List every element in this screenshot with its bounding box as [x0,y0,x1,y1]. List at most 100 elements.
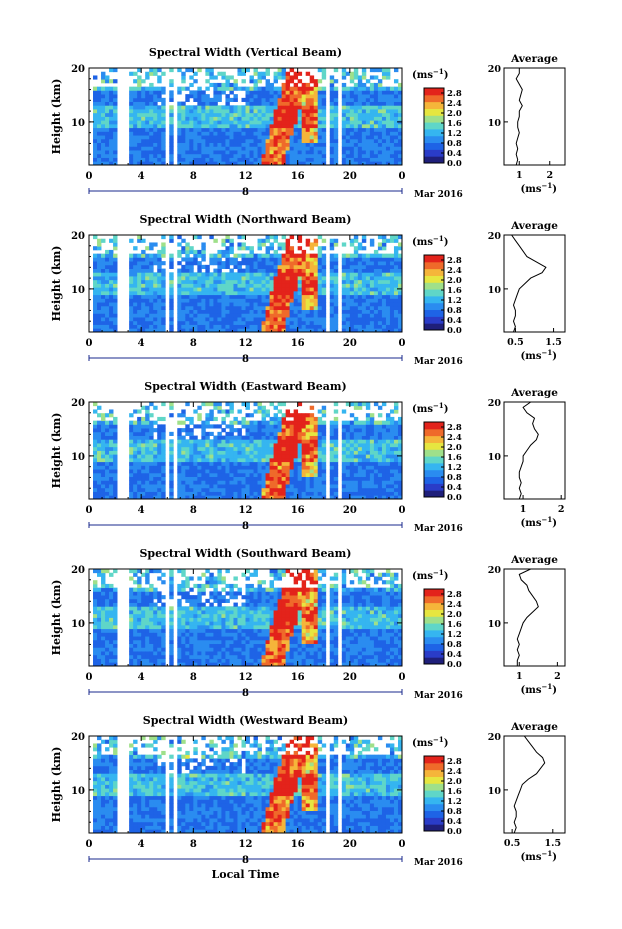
heatmap-cell [273,90,278,95]
heatmap-cell [281,82,287,88]
heatmap-cell [329,283,335,288]
heatmap-cell [265,409,270,414]
heatmap-cell [169,431,174,436]
heatmap-cell [153,298,158,303]
heatmap-cell [313,480,319,485]
average-y-tick-label: 20 [488,64,502,75]
heatmap-cell [185,161,190,166]
heatmap-cell [193,446,198,451]
heatmap-cell [377,123,383,129]
heatmap-cell [189,298,194,303]
heatmap-cell [393,276,399,281]
heatmap-cell [321,480,327,485]
heatmap-cell [313,431,319,436]
heatmap-cell [213,472,218,478]
heatmap-cell [301,313,307,318]
heatmap-cell [145,94,150,99]
heatmap-cell [281,253,287,258]
heatmap-cell [353,279,359,284]
heatmap-cell [213,446,218,451]
heatmap-cell [361,480,367,485]
heatmap-cell [269,402,274,407]
heatmap-cell [189,476,194,481]
y-axis-label: Height (km) [50,246,63,322]
heatmap-cell [349,484,355,489]
heatmap-cell [261,320,266,325]
heatmap-cell [273,457,278,463]
heatmap-cell [249,79,254,84]
heatmap-cell [297,469,303,474]
heatmap-cell [245,146,250,151]
heatmap-cell [265,287,270,292]
heatmap-cell [169,264,174,269]
heatmap-cell [353,157,359,162]
heatmap-cell [113,90,118,95]
heatmap-cell [397,142,403,147]
heatmap-cell [205,116,210,121]
heatmap-cell [321,75,327,80]
heatmap-cell [309,261,315,266]
heatmap-cell [93,487,98,492]
heatmap-cell [169,405,174,410]
heatmap-cell [301,157,307,162]
heatmap-cell [257,135,262,140]
heatmap-cell [129,450,134,455]
heatmap-cell [225,484,230,489]
heatmap-cell [397,101,403,106]
heatmap-cell [309,416,315,422]
heatmap-cell [261,157,266,162]
heatmap-cell [313,161,319,166]
heatmap-cell [97,272,102,277]
heatmap-cell [345,290,351,296]
heatmap-cell [209,439,214,444]
heatmap-cell [265,279,270,284]
heatmap-cell [213,97,218,102]
heatmap-cell [313,94,319,99]
heatmap-cell [389,127,395,132]
heatmap-cell [353,71,359,76]
heatmap-cell [177,68,182,73]
heatmap-cell [113,484,118,489]
heatmap-cell [241,153,246,158]
heatmap-cell [329,309,335,314]
heatmap-cell [93,476,98,481]
heatmap-cell [97,480,102,485]
heatmap-cell [93,287,98,292]
heatmap-cell [361,146,367,151]
heatmap-cell [357,328,363,333]
heatmap-cell [369,101,375,106]
heatmap-cell [221,309,226,314]
heatmap-cell [349,302,355,307]
heatmap-cell [233,264,238,269]
heatmap-cell [249,105,254,110]
heatmap-cell [141,249,146,255]
heatmap-cell [129,294,134,299]
heatmap-cell [285,320,291,325]
heatmap-cell [277,94,283,99]
heatmap-cell [381,116,387,121]
heatmap-cell [109,313,114,318]
heatmap-cell [237,491,242,496]
heatmap-cell [221,131,226,136]
heatmap-cell [329,454,335,459]
heatmap-cell [181,86,186,91]
heatmap-cell [181,461,186,466]
heatmap-cell [193,484,198,489]
heatmap-cell [229,112,234,117]
heatmap-cell [145,446,150,451]
heatmap-cell [189,249,194,255]
heatmap-cell [169,105,174,110]
heatmap-cell [389,420,395,425]
heatmap-cell [261,328,266,333]
heatmap-cell [397,320,403,325]
heatmap-cell [293,279,299,284]
heatmap-cell [305,71,311,76]
heatmap-cell [369,257,375,262]
heatmap-cell [109,131,114,136]
heatmap-cell [365,302,371,307]
heatmap-cell [101,71,106,76]
heatmap-cell [373,402,379,407]
heatmap-cell [365,424,371,429]
heatmap-cell [189,116,194,121]
heatmap-cell [229,420,234,425]
